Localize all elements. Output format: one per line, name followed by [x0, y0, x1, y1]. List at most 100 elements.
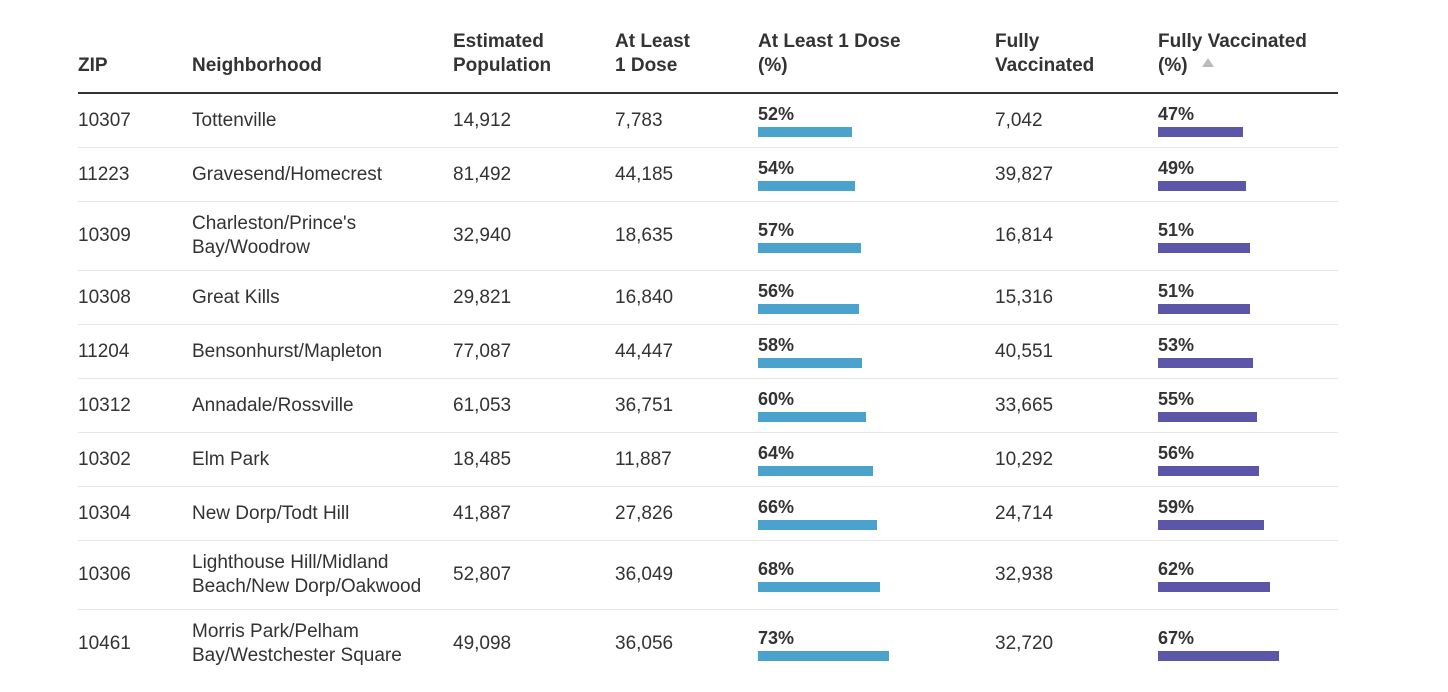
full-pct-cell: 49%: [1158, 147, 1338, 202]
table-row: 10302 Elm Park 18,485 11,887 64% 10,292 56%: [78, 432, 1338, 487]
dose-cell: 36,049: [615, 540, 758, 610]
dose-pct-bar: [758, 181, 855, 191]
header-zip[interactable]: ZIP: [78, 30, 192, 94]
population-cell: 52,807: [453, 540, 615, 610]
dose-pct-bar: [758, 466, 873, 476]
dose-pct-cell-label: 60%: [758, 389, 795, 409]
dose-pct-cell: 56%: [758, 270, 995, 325]
dose-pct-cell: 58%: [758, 324, 995, 379]
table-row: 10307 Tottenville 14,912 7,783 52% 7,042 47%: [78, 93, 1338, 148]
zip-cell: 10306: [78, 540, 192, 610]
full-pct-bar: [1158, 520, 1264, 530]
full-cell: 24,714: [995, 486, 1158, 541]
neighborhood-cell: Tottenville: [192, 93, 453, 148]
dose-pct-cell: 66%: [758, 486, 995, 541]
header-neighborhood[interactable]: Neighborhood: [192, 30, 453, 94]
population-cell: 29,821: [453, 270, 615, 325]
full-cell: 15,316: [995, 270, 1158, 325]
dose-cell: 36,751: [615, 378, 758, 433]
full-pct-cell: 51%: [1158, 270, 1338, 325]
zip-cell: 10307: [78, 93, 192, 148]
header-dose-line1: At Least: [615, 31, 690, 52]
header-full-line1: Fully: [995, 31, 1040, 52]
table-row: 10304 New Dorp/Todt Hill 41,887 27,826 66% 24…: [78, 486, 1338, 541]
dose-pct-cell: 68%: [758, 540, 995, 610]
dose-pct-bar: [758, 412, 866, 422]
population-cell: 14,912: [453, 93, 615, 148]
full-cell: 40,551: [995, 324, 1158, 379]
neighborhood-cell: Lighthouse Hill/Midland Beach/New Dorp/O…: [192, 540, 453, 610]
dose-pct-cell-label: 54%: [758, 158, 795, 178]
full-cell: 32,720: [995, 633, 1054, 654]
dose-pct-cell: 57%: [758, 201, 995, 271]
dose-cell: 18,635: [615, 201, 758, 271]
full-pct-cell-label: 53%: [1158, 335, 1195, 355]
full-pct-bar: [1158, 304, 1250, 314]
population-cell: 41,887: [453, 486, 615, 541]
header-population[interactable]: Estimated Population: [453, 30, 615, 94]
zip-cell: 11204: [78, 324, 192, 379]
dose-pct-cell: 73%: [758, 610, 995, 679]
full-cell: 33,665: [995, 378, 1158, 433]
population-cell: 49,098: [453, 633, 512, 654]
full-pct-cell-label: 51%: [1158, 281, 1195, 301]
header-full-line2: Vaccinated: [995, 55, 1095, 76]
neighborhood-cell: Charleston/Prince's Bay/Woodrow: [192, 201, 453, 271]
full-cell: 32,938: [995, 540, 1158, 610]
dose-pct-bar: [758, 127, 852, 137]
full-pct-cell: 51%: [1158, 201, 1338, 271]
dose-pct-bar: [758, 650, 889, 661]
full-pct-cell-label: 62%: [1158, 558, 1195, 579]
dose-pct-cell: 54%: [758, 147, 995, 202]
full-pct-bar: [1158, 242, 1250, 253]
dose-pct-bar: [758, 304, 859, 314]
full-pct-bar: [1158, 581, 1270, 592]
full-pct-bar: [1158, 358, 1253, 368]
full-cell: 7,042: [995, 93, 1158, 148]
table-row: 10312 Annadale/Rossville 61,053 36,751 60% 33…: [78, 378, 1338, 433]
neighborhood-cell: New Dorp/Todt Hill: [192, 486, 453, 541]
zip-cell: 10312: [78, 378, 192, 433]
dose-cell: 11,887: [615, 432, 758, 487]
header-dose[interactable]: At Least 1 Dose: [615, 30, 758, 94]
dose-cell: 36,056: [615, 633, 674, 654]
neighborhood-cell: Bensonhurst/Mapleton: [192, 324, 453, 379]
header-population-line2: Population: [453, 55, 552, 76]
zip-cell: 10304: [78, 486, 192, 541]
population-cell: 32,940: [453, 201, 615, 271]
dose-pct-bar: [758, 581, 880, 592]
header-dose-pct[interactable]: At Least 1 Dose (%): [758, 30, 995, 94]
full-pct-cell: 59%: [1158, 486, 1338, 541]
full-pct-cell: 56%: [1158, 432, 1338, 487]
header-neighborhood-label: Neighborhood: [192, 55, 322, 76]
header-full-pct-line2: (%): [1158, 55, 1188, 76]
header-full-pct[interactable]: Fully Vaccinated (%): [1158, 30, 1338, 94]
header-full[interactable]: Fully Vaccinated: [995, 30, 1158, 94]
header-dose-pct-line2: (%): [758, 55, 788, 76]
dose-cell: 44,185: [615, 147, 758, 202]
vaccination-table-container: ZIP Neighborhood Estimated Population At…: [78, 30, 1338, 678]
full-pct-cell-label: 55%: [1158, 389, 1195, 409]
dose-pct-cell-label: 56%: [758, 281, 795, 301]
sort-ascending-icon[interactable]: [1201, 58, 1214, 67]
population-cell: 18,485: [453, 432, 615, 487]
dose-pct-cell-label: 57%: [758, 219, 795, 240]
neighborhood-cell: Morris Park/Pelham Bay/Westchester Squar…: [192, 621, 402, 666]
dose-cell: 44,447: [615, 324, 758, 379]
neighborhood-cell: Elm Park: [192, 432, 453, 487]
full-pct-cell-label: 67%: [1158, 627, 1195, 648]
table-row: 11223 Gravesend/Homecrest 81,492 44,185 54% 3…: [78, 147, 1338, 202]
full-cell: 39,827: [995, 147, 1158, 202]
full-cell: 16,814: [995, 201, 1158, 271]
full-pct-bar: [1158, 466, 1259, 476]
population-cell: 61,053: [453, 378, 615, 433]
dose-pct-cell-label: 52%: [758, 104, 795, 124]
full-pct-cell-label: 56%: [1158, 443, 1195, 463]
full-pct-bar: [1158, 181, 1246, 191]
table-row: 11204 Bensonhurst/Mapleton 77,087 44,447 58%…: [78, 324, 1338, 379]
full-pct-bar: [1158, 412, 1257, 422]
full-pct-cell-label: 59%: [1158, 497, 1195, 517]
full-pct-cell-label: 47%: [1158, 104, 1195, 124]
dose-pct-bar: [758, 520, 877, 530]
population-cell: 81,492: [453, 147, 615, 202]
